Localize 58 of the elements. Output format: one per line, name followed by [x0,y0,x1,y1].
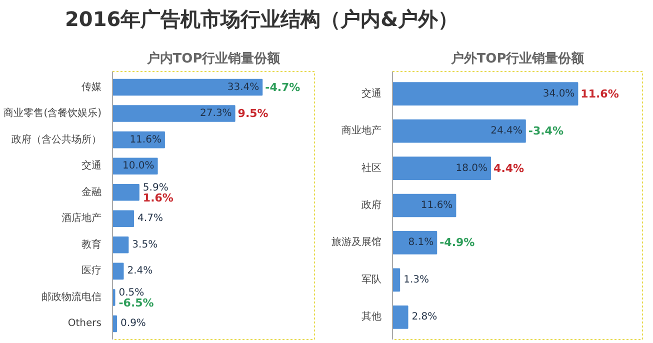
y-tick-label: 医疗 [82,264,102,277]
annotation: 1.6% [142,191,174,204]
bar [112,78,263,96]
data-label: 27.3% [200,108,232,120]
bar [392,194,456,218]
annotation: -6.5% [118,296,154,310]
y-tick-label: 交通 [362,87,382,100]
data-label: 3.5% [132,239,158,250]
bar [112,210,134,228]
data-label: 0.9% [120,318,146,330]
annotation: 4.4% [494,162,524,175]
y-tick-label: 酒店地产 [62,212,102,224]
y-tick-label: Others [68,318,102,330]
data-label: 18.0% [456,162,488,174]
annotation: 9.5% [238,107,268,120]
bar [392,119,526,143]
annotation: -4.9% [440,236,475,250]
y-tick-label: 教育 [82,238,102,250]
annotation: -3.4% [528,124,564,138]
bar [112,105,236,122]
annotation: 11.6% [580,87,619,100]
bar [392,82,578,106]
data-label: 5.9% [142,182,168,194]
y-tick-label: 传媒 [82,82,102,93]
y-tick-label: 军队 [362,273,382,286]
bar [392,156,492,180]
data-label: 0.5% [118,287,144,298]
data-label: 11.6% [420,200,453,211]
data-label: 8.1% [408,237,434,248]
y-tick-label: 交通 [82,160,102,172]
data-label: 33.4% [227,82,260,93]
bar [392,268,400,292]
data-label: 34.0% [542,88,575,100]
y-tick-label: 政府（含公共场所） [12,133,102,146]
data-label: 2.4% [127,266,153,277]
data-label: 4.7% [138,213,163,224]
bar [112,236,129,254]
y-tick-label: 商业地产 [342,124,382,137]
bar [112,262,124,280]
data-label: 1.3% [404,274,429,286]
data-label: 11.6% [130,134,162,146]
data-label: 10.0% [122,160,154,172]
y-tick-label: 邮政物流电信 [42,290,102,303]
y-tick-label: 金融 [82,186,102,198]
chart-title: 户内TOP行业销量份额 [146,50,282,66]
annotation: -4.7% [265,80,300,94]
y-tick-label: 商业零售(含餐饮娱乐) [4,107,102,120]
bar [392,306,408,329]
data-label: 24.4% [490,126,522,137]
y-tick-label: 其他 [362,310,382,323]
y-tick-label: 旅游及展馆 [332,236,382,248]
chart-title: 户外TOP行业销量份额 [450,50,586,66]
bar [112,184,140,201]
y-tick-label: 政府 [362,199,382,211]
y-tick-label: 社区 [362,162,382,174]
bar [392,231,438,254]
data-label: 2.8% [412,312,438,323]
text: 2016年广告机市场行业结构（户内&户外） [64,6,458,33]
